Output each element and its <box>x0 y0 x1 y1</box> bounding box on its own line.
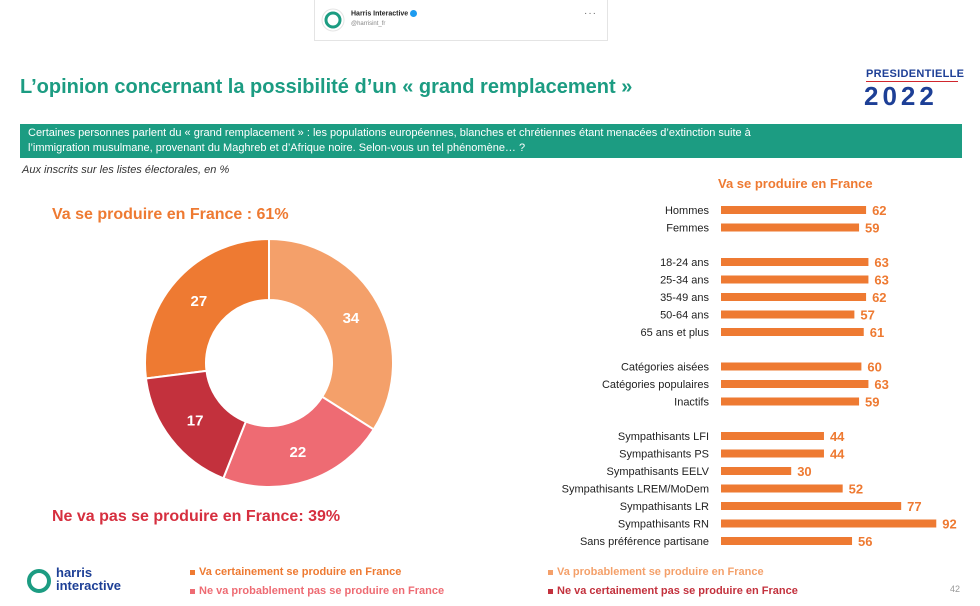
donut-slice-label: 27 <box>191 293 208 310</box>
bar-value-label: 59 <box>865 395 879 410</box>
bar-value-label: 60 <box>867 360 881 375</box>
bar-category-label: Sympathisants LREM/MoDem <box>562 484 709 496</box>
verified-icon <box>410 10 418 17</box>
donut-bottom-label: Ne va pas se produire en France: 39% <box>52 508 341 525</box>
bar-value-label: 92 <box>942 517 956 532</box>
legend-swatch-4 <box>548 588 553 594</box>
bar-chart: Hommes 62 Femmes 59 18-24 ans 63 25-34 ans 63 35… <box>562 203 957 549</box>
donut-slice-label: 22 <box>290 444 307 461</box>
population-note: Aux inscrits sur les listes électorales,… <box>22 164 230 176</box>
tweet-handle[interactable]: @harrisint_fr <box>351 21 386 27</box>
bar-category-label: Catégories aisées <box>621 362 710 374</box>
more-options-icon[interactable]: ··· <box>584 8 597 19</box>
harris-ring-icon <box>27 569 51 593</box>
bar-value-label: 63 <box>874 273 888 288</box>
legend-swatch-2 <box>548 569 553 575</box>
bar-value-label: 62 <box>872 203 886 218</box>
bar <box>721 397 860 406</box>
bar-category-label: 35-49 ans <box>660 292 709 304</box>
legend-item-2: Va probablement se produire en France <box>548 566 764 578</box>
bar-value-label: 52 <box>849 482 863 497</box>
election-label: PRESIDENTIELLE <box>866 68 965 80</box>
bar-value-label: 63 <box>874 255 888 270</box>
brand-logo: harris interactive <box>26 566 146 596</box>
bar-value-label: 30 <box>797 464 811 479</box>
bar <box>721 206 867 214</box>
brand-line-1: harris <box>56 565 93 580</box>
bar <box>721 258 869 266</box>
donut-top-label: Va se produire en France : 61% <box>52 206 289 223</box>
bar <box>721 223 860 232</box>
brand-line-2: interactive <box>56 578 122 593</box>
svg-text:2022: 2022 <box>864 81 938 110</box>
legend-swatch-1 <box>190 569 195 575</box>
bar <box>721 293 867 301</box>
bar-category-label: 50-64 ans <box>660 310 709 322</box>
bar-category-label: Sans préférence partisane <box>580 536 709 548</box>
bar-value-label: 44 <box>830 447 845 462</box>
bar-category-label: Sympathisants LR <box>620 501 709 513</box>
bar-category-label: Inactifs <box>674 397 709 409</box>
bar <box>721 432 824 440</box>
bar-category-label: 25-34 ans <box>660 275 709 287</box>
donut-slice <box>144 237 270 380</box>
bar-category-label: Sympathisants LFI <box>618 431 709 443</box>
bar-value-label: 61 <box>870 325 884 340</box>
bar-category-label: Hommes <box>665 205 710 217</box>
bar-category-label: 18-24 ans <box>660 257 709 269</box>
bar-category-label: Sympathisants RN <box>618 519 709 531</box>
bar-category-label: Femmes <box>666 223 709 235</box>
bar-category-label: Sympathisants EELV <box>606 466 709 478</box>
bar-value-label: 77 <box>907 499 921 514</box>
bar-value-label: 44 <box>830 429 845 444</box>
bar <box>721 328 864 336</box>
election-year: 2022 <box>864 81 938 110</box>
bar <box>721 449 824 458</box>
legend-item-1: Va certainement se produire en France <box>190 566 401 578</box>
bar-category-label: Sympathisants PS <box>619 449 709 461</box>
donut-slice-label: 17 <box>187 412 204 429</box>
bar-value-label: 56 <box>858 534 872 549</box>
slide-title: L’opinion concernant la possibilité d’un… <box>20 76 633 98</box>
bar <box>721 362 862 371</box>
election-label-underline <box>866 81 958 82</box>
bar-value-label: 62 <box>872 290 886 305</box>
bar <box>721 275 869 284</box>
bar-value-label: 57 <box>860 308 874 323</box>
tweet-header: Harris Interactive @harrisint_fr ··· <box>314 0 608 41</box>
bar <box>721 519 937 528</box>
bar-chart-title: Va se produire en France <box>718 176 873 191</box>
bar <box>721 380 869 388</box>
tweet-account-name[interactable]: Harris Interactive <box>351 10 418 17</box>
question-line-1: Certaines personnes parlent du « grand r… <box>28 127 751 139</box>
bar <box>721 484 843 493</box>
bar <box>721 467 792 475</box>
donut-slice <box>144 369 248 480</box>
legend-item-3: Ne va probablement pas se produire en Fr… <box>190 585 444 597</box>
bar <box>721 502 902 510</box>
donut-slice <box>268 237 394 431</box>
donut-chart: 27 34 22 17 <box>144 237 394 488</box>
page-number: 42 <box>950 584 961 594</box>
question-line-2: l’immigration musulmane, provenant du Ma… <box>28 142 526 154</box>
harris-logo-icon <box>321 8 345 32</box>
question-banner: Certaines personnes parlent du « grand r… <box>20 124 962 158</box>
donut-slice-label: 34 <box>343 310 360 327</box>
bar-category-label: 65 ans et plus <box>641 327 710 339</box>
legend-swatch-3 <box>190 588 195 594</box>
bar <box>721 537 853 545</box>
bar-value-label: 63 <box>874 377 888 392</box>
legend-item-4: Ne va certainement pas se produire en Fr… <box>548 585 798 597</box>
bar-value-label: 59 <box>865 221 879 236</box>
bar <box>721 310 855 319</box>
donut-slice <box>222 395 376 488</box>
bar-category-label: Catégories populaires <box>602 379 710 391</box>
